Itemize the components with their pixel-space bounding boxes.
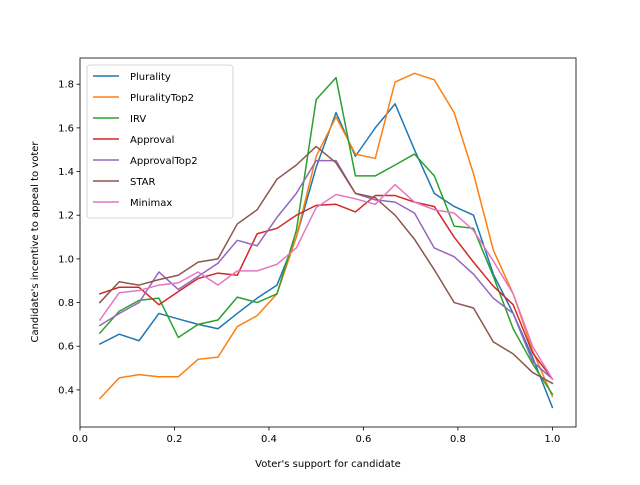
y-tick-label: 1.2 xyxy=(58,211,74,222)
y-tick-label: 0.8 xyxy=(58,298,74,309)
legend-label-star: STAR xyxy=(130,177,156,188)
y-axis-label: Candidate's incentive to appeal to voter xyxy=(30,141,41,343)
series-line-approval xyxy=(98,194,554,381)
y-tick-label: 0.6 xyxy=(58,342,74,353)
legend-box xyxy=(86,64,234,219)
series-lines xyxy=(98,72,554,409)
legend-label-plurality: Plurality xyxy=(130,72,171,83)
series-line-star xyxy=(98,145,554,385)
legend-label-approvaltop2: ApprovalTop2 xyxy=(130,156,198,167)
y-tick-label: 1.6 xyxy=(58,123,74,134)
x-axis-label: Voter's support for candidate xyxy=(255,459,401,470)
y-tick-label: 0.4 xyxy=(58,385,74,396)
y-tick-label: 1.0 xyxy=(58,254,74,265)
series-line-approvaltop2 xyxy=(98,159,554,381)
legend-label-approval: Approval xyxy=(130,135,174,146)
series-line-pluralitytop2 xyxy=(98,72,554,400)
series-line-minimax xyxy=(98,183,554,380)
series-line-plurality xyxy=(98,103,554,409)
x-tick-label: 0.4 xyxy=(261,434,277,445)
legend-label-minimax: Minimax xyxy=(130,198,172,209)
x-tick-label: 0.6 xyxy=(355,434,371,445)
x-tick-label: 1.0 xyxy=(544,434,560,445)
axes-frame xyxy=(79,57,577,428)
y-tick-label: 1.4 xyxy=(58,167,74,178)
axis-ticks: 0.0 0.2 0.4 0.6 0.8 1.0 0.4 0.6 0.8 1.0 1.2 1.4 1.6 1… xyxy=(58,80,560,445)
legend-label-pluralitytop2: PluralityTop2 xyxy=(130,93,194,104)
x-tick-label: 0.0 xyxy=(72,434,88,445)
legend-label-irv: IRV xyxy=(130,114,146,125)
x-tick-label: 0.8 xyxy=(450,434,466,445)
legend: Plurality PluralityTop2 IRV Approval Approva… xyxy=(86,64,234,219)
x-tick-label: 0.2 xyxy=(167,434,183,445)
y-tick-label: 1.8 xyxy=(58,80,74,91)
